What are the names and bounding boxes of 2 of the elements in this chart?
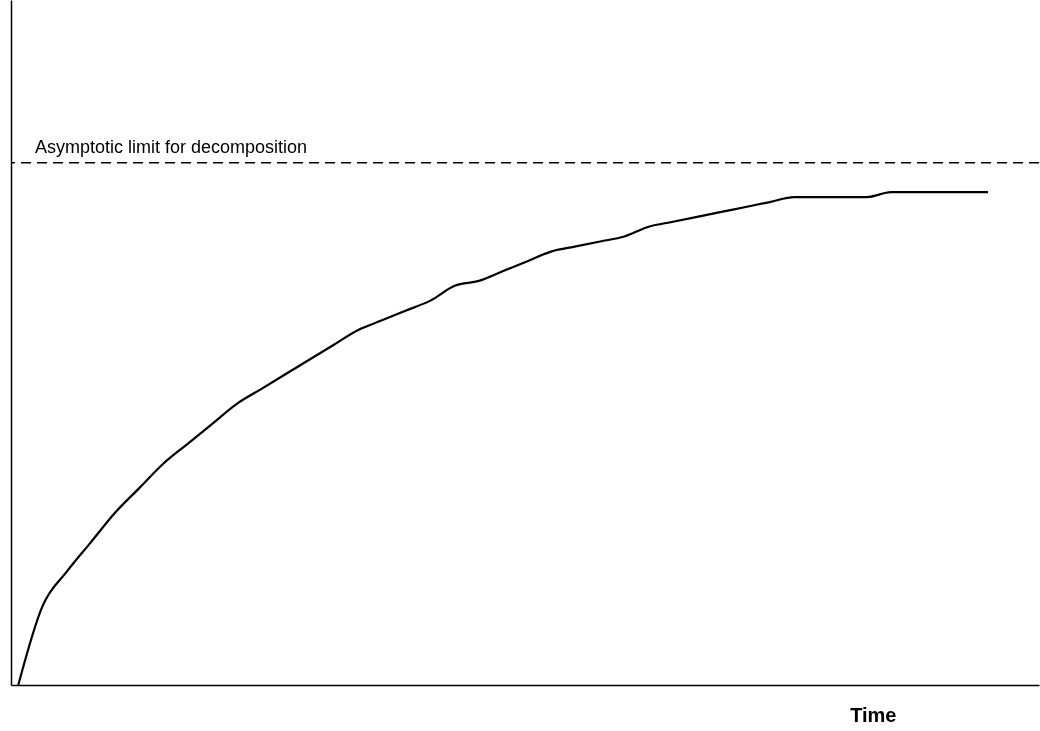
x-axis-title: Time [850,703,897,726]
ref-line-label: Asymptotic limit for decomposition [35,136,308,157]
